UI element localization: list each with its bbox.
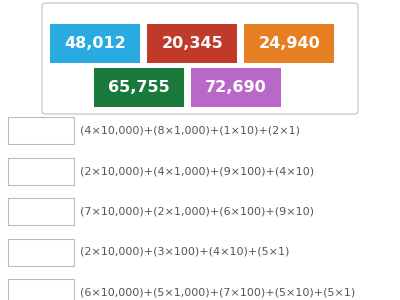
FancyBboxPatch shape: [8, 238, 74, 266]
FancyBboxPatch shape: [8, 117, 74, 144]
FancyBboxPatch shape: [147, 24, 237, 63]
Text: 24,940: 24,940: [258, 36, 320, 51]
Text: 65,755: 65,755: [108, 80, 170, 94]
Text: (7×10,000)+(2×1,000)+(6×100)+(9×10): (7×10,000)+(2×1,000)+(6×100)+(9×10): [80, 206, 314, 217]
FancyBboxPatch shape: [42, 3, 358, 114]
Text: 48,012: 48,012: [64, 36, 126, 51]
Text: 20,345: 20,345: [161, 36, 223, 51]
FancyBboxPatch shape: [94, 68, 184, 106]
Text: (4×10,000)+(8×1,000)+(1×10)+(2×1): (4×10,000)+(8×1,000)+(1×10)+(2×1): [80, 125, 300, 136]
FancyBboxPatch shape: [191, 68, 281, 106]
FancyBboxPatch shape: [50, 24, 140, 63]
FancyBboxPatch shape: [8, 158, 74, 184]
Text: (6×10,000)+(5×1,000)+(7×100)+(5×10)+(5×1): (6×10,000)+(5×1,000)+(7×100)+(5×10)+(5×1…: [80, 287, 355, 298]
Text: (2×10,000)+(4×1,000)+(9×100)+(4×10): (2×10,000)+(4×1,000)+(9×100)+(4×10): [80, 166, 314, 176]
Text: 72,690: 72,690: [205, 80, 267, 94]
FancyBboxPatch shape: [8, 198, 74, 225]
Text: (2×10,000)+(3×100)+(4×10)+(5×1): (2×10,000)+(3×100)+(4×10)+(5×1): [80, 247, 289, 257]
FancyBboxPatch shape: [244, 24, 334, 63]
FancyBboxPatch shape: [8, 279, 74, 300]
